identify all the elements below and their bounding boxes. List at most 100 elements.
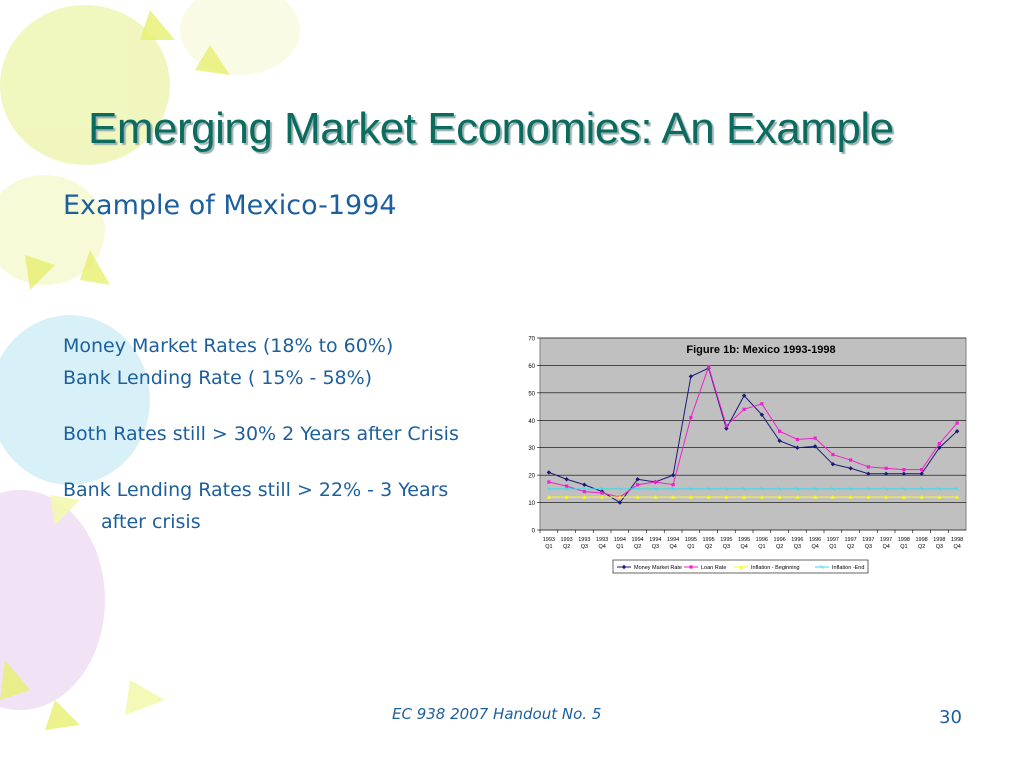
slide-title: Emerging Market Economies: An Example	[88, 104, 894, 153]
balloon-yellow	[0, 5, 170, 165]
data-point	[883, 471, 889, 476]
x-tick-label: 1993	[578, 537, 590, 543]
x-tick-label: 1994	[667, 537, 679, 543]
x-tick-label: Q2	[776, 544, 783, 550]
data-point	[671, 486, 676, 491]
data-point	[919, 471, 924, 476]
data-point	[937, 495, 942, 499]
data-point	[689, 415, 693, 420]
data-point	[724, 495, 729, 499]
x-tick-label: Q4	[598, 544, 605, 550]
x-tick-label: Q4	[953, 544, 960, 550]
x-tick-label: Q4	[811, 544, 818, 550]
data-point	[724, 486, 729, 491]
data-point	[582, 482, 587, 487]
chart-title: Figure 1b: Mexico 1993-1998	[686, 344, 835, 356]
data-point	[546, 470, 552, 475]
data-point	[564, 486, 569, 491]
data-point	[795, 445, 800, 450]
confetti-triangle	[125, 680, 165, 715]
data-point	[688, 374, 694, 379]
confetti-triangle	[0, 660, 30, 700]
y-tick-label: 50	[528, 391, 535, 397]
data-point	[653, 480, 657, 484]
confetti-triangle	[50, 495, 80, 525]
data-point	[582, 495, 587, 499]
data-point	[742, 407, 746, 411]
x-tick-label: 1997	[827, 537, 839, 543]
legend-label: Loan Rate	[701, 565, 726, 571]
legend-marker	[621, 564, 627, 570]
data-point	[937, 445, 942, 450]
data-point	[760, 402, 764, 406]
confetti-triangle	[195, 45, 230, 75]
confetti-triangle	[80, 250, 110, 285]
x-tick-label: Q2	[847, 544, 854, 550]
data-point	[919, 495, 924, 499]
data-point	[901, 495, 906, 499]
data-point	[954, 429, 960, 434]
page-number: 30	[939, 707, 962, 728]
confetti-triangle	[25, 255, 55, 290]
data-point	[706, 495, 711, 499]
legend-marker	[820, 565, 824, 569]
x-tick-label: Q3	[936, 544, 943, 550]
legend-label: Money Market Rate	[634, 565, 682, 571]
data-point	[546, 495, 551, 499]
x-tick-label: Q2	[918, 544, 925, 550]
y-tick-label: 20	[528, 474, 535, 480]
data-point	[955, 421, 959, 425]
data-point	[901, 471, 907, 476]
data-point	[848, 495, 853, 499]
x-tick-label: Q1	[900, 544, 907, 550]
data-point	[813, 495, 818, 499]
x-tick-label: 1994	[614, 537, 626, 543]
bullet-item: Money Market Rates (18% to 60%)	[63, 335, 394, 357]
data-point	[724, 426, 729, 431]
data-point	[636, 483, 640, 487]
slide-footer: EC 938 2007 Handout No. 5	[392, 705, 602, 723]
legend-label: Inflation -End	[832, 565, 864, 571]
data-point	[742, 486, 747, 491]
data-point	[600, 491, 604, 495]
data-point	[831, 452, 835, 457]
x-tick-label: 1998	[951, 537, 963, 543]
x-tick-label: Q4	[669, 544, 676, 550]
y-tick-label: 0	[532, 529, 536, 535]
x-tick-label: Q1	[829, 544, 836, 550]
data-point	[547, 480, 551, 484]
data-point	[653, 486, 658, 491]
data-point	[866, 465, 870, 469]
data-point	[901, 486, 906, 491]
legend-marker	[739, 565, 743, 569]
slide-subtitle: Example of Mexico-1994	[63, 190, 397, 221]
data-point	[582, 490, 586, 494]
data-point	[565, 484, 569, 488]
data-point	[866, 495, 871, 499]
data-point	[759, 495, 764, 499]
x-tick-label: 1997	[862, 537, 874, 543]
data-point	[937, 442, 941, 446]
confetti-triangle	[45, 700, 80, 730]
y-tick-label: 60	[528, 364, 535, 370]
balloon-top	[180, 0, 300, 75]
data-point	[688, 495, 693, 499]
data-point	[848, 466, 853, 471]
data-point	[582, 486, 587, 491]
data-point	[812, 444, 818, 449]
data-point	[635, 486, 640, 491]
data-point	[600, 486, 605, 491]
data-point	[813, 486, 818, 491]
data-point	[671, 483, 675, 487]
x-tick-label: Q3	[865, 544, 872, 550]
data-point	[777, 486, 782, 491]
data-point	[778, 429, 782, 433]
x-tick-label: Q3	[581, 544, 588, 550]
x-tick-label: 1997	[880, 537, 892, 543]
x-tick-label: Q1	[687, 544, 694, 550]
x-tick-label: Q1	[616, 544, 623, 550]
bullet-item: Bank Lending Rates still > 22% - 3 Years…	[63, 479, 449, 533]
data-point	[564, 495, 569, 499]
data-point	[955, 495, 960, 499]
x-tick-label: 1998	[898, 537, 910, 543]
